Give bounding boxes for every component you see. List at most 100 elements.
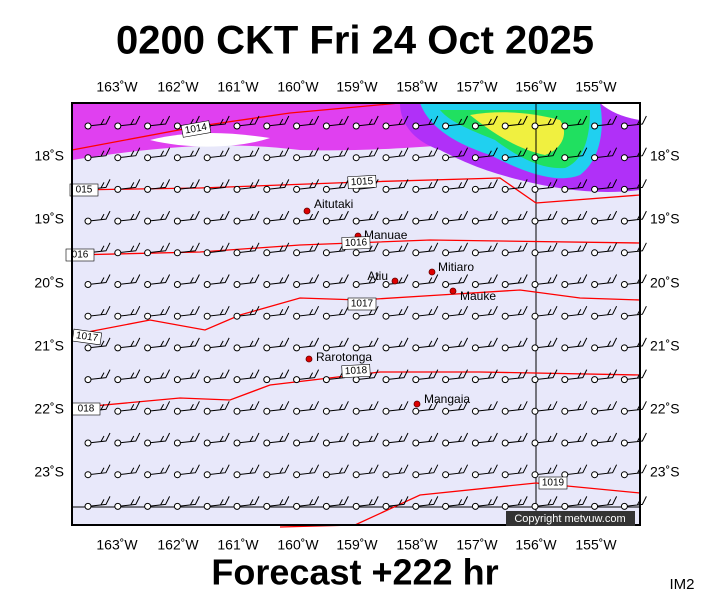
wind-barb bbox=[144, 242, 171, 257]
wind-barb bbox=[412, 496, 439, 510]
wind-barb bbox=[501, 242, 528, 257]
barb-station bbox=[84, 217, 92, 225]
barb-station bbox=[84, 281, 92, 288]
wind-barb bbox=[114, 305, 141, 320]
barb-staff bbox=[296, 210, 320, 222]
barb-station bbox=[144, 376, 152, 384]
wind-barb bbox=[263, 179, 290, 193]
barb-staff bbox=[177, 210, 200, 222]
barb-station bbox=[263, 154, 271, 162]
barb-station bbox=[620, 217, 628, 225]
barb-staff bbox=[326, 179, 349, 190]
barb-staff bbox=[475, 115, 498, 127]
barb-staff bbox=[505, 496, 528, 507]
isobar-label: 018 bbox=[71, 402, 101, 416]
barb-staff bbox=[356, 369, 379, 381]
barb-staff bbox=[177, 147, 200, 159]
barb-staff bbox=[415, 369, 439, 381]
barb-staff bbox=[564, 305, 588, 317]
barb-station bbox=[263, 376, 271, 384]
barb-staff bbox=[594, 496, 618, 507]
barb-station bbox=[84, 376, 92, 384]
barb-staff bbox=[207, 432, 230, 444]
barb-staff bbox=[236, 496, 260, 507]
wind-barb bbox=[144, 115, 171, 130]
barb-station bbox=[561, 344, 569, 352]
barb-staff bbox=[296, 147, 320, 159]
wind-barb bbox=[501, 401, 528, 415]
barb-staff bbox=[296, 305, 320, 317]
barb-station bbox=[531, 502, 539, 510]
wind-barb bbox=[263, 147, 290, 162]
barb-station bbox=[144, 249, 152, 257]
wind-barb bbox=[531, 147, 558, 162]
place-name: Mangaia bbox=[424, 392, 470, 406]
barb-station bbox=[412, 471, 420, 479]
place-marker bbox=[413, 400, 421, 408]
place-marker bbox=[428, 268, 436, 276]
barb-staff bbox=[534, 115, 558, 127]
barb-station bbox=[591, 376, 599, 384]
barb-staff bbox=[147, 210, 171, 222]
wind-barb bbox=[561, 337, 588, 352]
wind-barb bbox=[442, 242, 469, 257]
barb-staff bbox=[445, 179, 469, 190]
wind-barb bbox=[293, 179, 320, 193]
barb-station bbox=[322, 312, 330, 320]
barb-station bbox=[591, 344, 599, 352]
place-marker bbox=[391, 277, 399, 285]
barb-station bbox=[144, 154, 152, 162]
wind-barb bbox=[591, 179, 618, 193]
barb-station bbox=[263, 281, 271, 288]
barb-station bbox=[322, 502, 330, 510]
barb-staff bbox=[356, 464, 379, 476]
barb-staff bbox=[177, 369, 200, 381]
wind-barb bbox=[412, 432, 439, 447]
barb-staff bbox=[505, 115, 528, 127]
barb-station bbox=[233, 344, 241, 352]
barb-station bbox=[620, 185, 628, 193]
wind-barb bbox=[233, 179, 260, 193]
barb-station bbox=[531, 217, 539, 225]
wind-barb bbox=[561, 464, 588, 479]
barb-station bbox=[263, 344, 271, 352]
wind-barb bbox=[412, 179, 439, 193]
barb-staff bbox=[207, 496, 230, 507]
barb-staff bbox=[385, 274, 409, 285]
barb-station bbox=[561, 281, 569, 288]
barb-station bbox=[531, 439, 539, 447]
barb-station bbox=[144, 281, 152, 288]
cloud-gap bbox=[150, 133, 270, 147]
barb-staff bbox=[534, 274, 558, 285]
barb-staff bbox=[564, 274, 588, 285]
barb-station bbox=[412, 502, 420, 510]
barb-staff bbox=[475, 432, 498, 444]
wind-barb bbox=[352, 496, 379, 510]
wind-barb bbox=[144, 401, 171, 415]
image-id: IM2 bbox=[669, 576, 694, 593]
barb-staff bbox=[177, 179, 200, 190]
barb-station bbox=[501, 217, 509, 225]
isobar-label-text: 018 bbox=[78, 404, 95, 415]
barb-staff bbox=[505, 179, 528, 190]
barb-staff bbox=[326, 496, 349, 507]
barb-station bbox=[501, 281, 509, 288]
wind-barb bbox=[501, 337, 528, 352]
barb-station bbox=[322, 439, 330, 447]
wind-barb bbox=[531, 369, 558, 384]
barb-staff bbox=[505, 432, 528, 444]
barb-station bbox=[114, 376, 122, 384]
barb-staff bbox=[475, 147, 498, 159]
wind-barb bbox=[114, 337, 141, 352]
barb-staff bbox=[177, 274, 200, 285]
lat-label-left: 23˚S bbox=[34, 464, 64, 480]
barb-staff bbox=[356, 432, 379, 444]
barb-staff bbox=[236, 305, 260, 317]
barb-station bbox=[620, 122, 628, 130]
barb-station bbox=[263, 502, 271, 510]
barb-staff bbox=[117, 496, 141, 507]
wind-barb bbox=[293, 496, 320, 510]
barb-station bbox=[233, 439, 241, 447]
barb-staff bbox=[326, 464, 349, 476]
isobar-label: 016 bbox=[65, 248, 95, 262]
